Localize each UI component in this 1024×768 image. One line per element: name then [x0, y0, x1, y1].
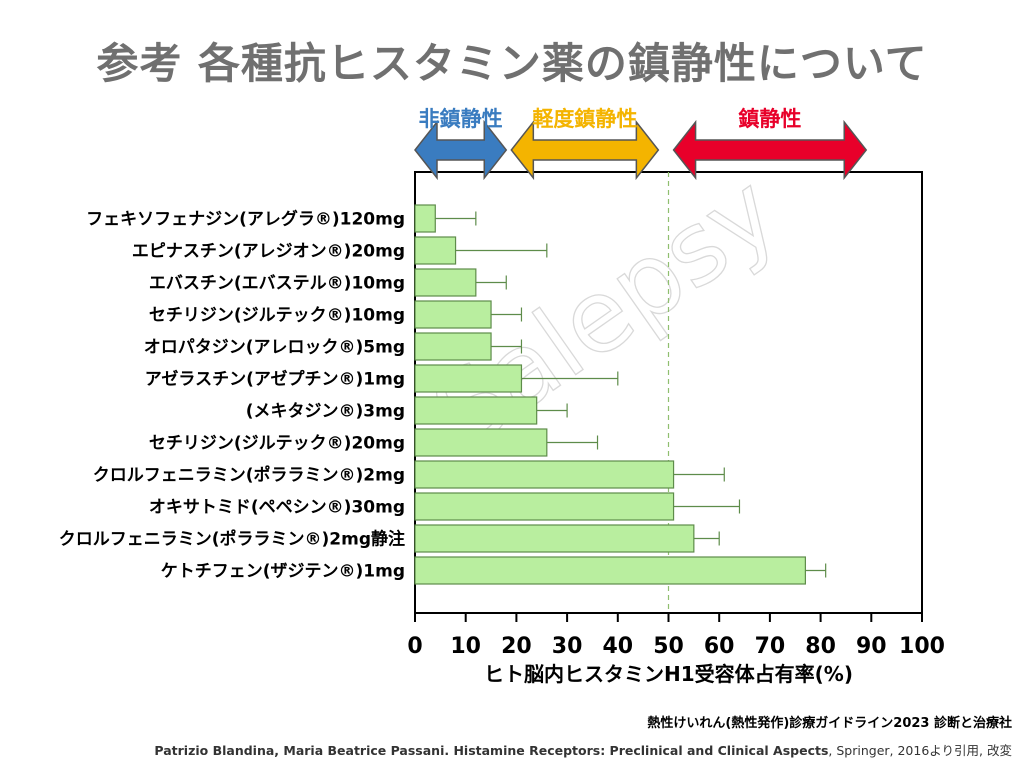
bar — [414, 204, 436, 233]
citation-publisher: , Springer, 2016より引用, 改変 — [828, 743, 1012, 758]
category-label: ケトチフェン(ザジテン®)1mg — [161, 562, 405, 582]
x-tick-label: 80 — [805, 634, 836, 659]
x-tick-label: 90 — [856, 634, 887, 659]
citation-source: Patrizio Blandina, Maria Beatrice Passan… — [154, 740, 1012, 759]
citation-authors: Patrizio Blandina, Maria Beatrice Passan… — [154, 743, 829, 758]
category-label: クロルフェニラミン(ポララミン®)2mg — [93, 465, 405, 486]
category-label: エピナスチン(アレジオン®)20mg — [132, 242, 405, 262]
bar — [414, 396, 538, 425]
bar — [414, 332, 492, 361]
x-axis-label: ヒト脳内ヒスタミンH1受容体占有率(%) — [484, 662, 853, 686]
category-label: エバスチン(エバステル®)10mg — [149, 274, 405, 294]
bar — [414, 364, 523, 393]
zone-arrow — [414, 119, 508, 181]
bar — [414, 492, 675, 521]
x-tick-label: 0 — [407, 634, 422, 659]
zone-label: 軽度鎮静性 — [532, 107, 637, 131]
bar — [414, 524, 695, 553]
bar — [414, 428, 548, 457]
zone-label: 鎮静性 — [738, 107, 801, 131]
category-label: セチリジン(ジルテック®)20mg — [149, 434, 405, 454]
x-tick-label: 100 — [899, 634, 945, 659]
x-tick-label: 30 — [552, 634, 583, 659]
zone-label: 非鎮静性 — [419, 107, 503, 131]
bar — [414, 300, 492, 329]
x-tick-label: 40 — [602, 634, 633, 659]
category-label: アゼラスチン(アゼプチン®)1mg — [145, 369, 405, 390]
x-tick-label: 70 — [755, 634, 786, 659]
bar — [414, 460, 675, 489]
page-title: 参考 各種抗ヒスタミン薬の鎮静性について — [96, 39, 928, 88]
zone-arrow — [672, 119, 868, 181]
x-tick-label: 20 — [501, 634, 532, 659]
zone-arrow — [510, 119, 660, 181]
category-label: オロパタジン(アレロック®)5mg — [144, 338, 405, 358]
x-tick-label: 60 — [704, 634, 735, 659]
x-tick-label: 50 — [653, 634, 684, 659]
chart: Salepsyフェキソフェナジン(アレグラ®)120mgエピナスチン(アレジオン… — [59, 107, 945, 686]
category-label: (メキタジン®)3mg — [246, 402, 405, 422]
bar — [414, 268, 477, 297]
x-tick-label: 10 — [450, 634, 481, 659]
category-label: オキサトミド(ペペシン®)30mg — [149, 498, 405, 518]
category-label: フェキソフェナジン(アレグラ®)120mg — [86, 209, 405, 230]
category-label: クロルフェニラミン(ポララミン®)2mg静注 — [59, 529, 405, 550]
bar — [414, 236, 457, 265]
citation-guideline: 熱性けいれん(熱性発作)診療ガイドライン2023 診断と治療社 — [647, 716, 1012, 731]
bar — [414, 556, 806, 585]
category-label: セチリジン(ジルテック®)10mg — [149, 306, 405, 326]
